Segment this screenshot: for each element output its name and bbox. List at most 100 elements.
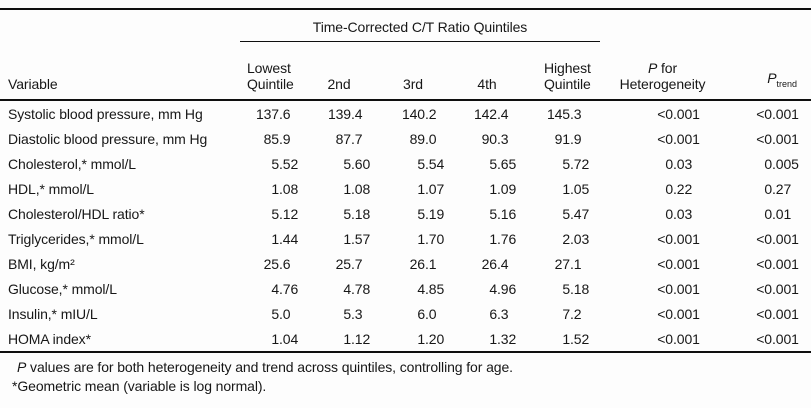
quintile-value-cell: 5.47 <box>562 205 590 222</box>
p-heterogeneity-cell: <0.001 <box>657 255 700 272</box>
col-header-3rd: 3rd <box>376 41 450 101</box>
quintile-value-cell: 139.4 <box>327 105 363 122</box>
p-trend-cell: 0.01 <box>764 205 792 222</box>
quintile-value-cell: 4.76 <box>271 280 299 297</box>
quintile-value-cell: 26.1 <box>409 255 437 272</box>
quintile-value-cell: 1.08 <box>343 180 371 197</box>
table-row: Insulin,* mIU/L 5.0 5.3 6.0 6.3 7.2 <0.001 <0.0… <box>0 301 811 326</box>
p-heterogeneity-cell: <0.001 <box>657 330 700 347</box>
quintile-value-cell: 5.16 <box>489 205 517 222</box>
p-heterogeneity-cell: 0.03 <box>665 155 693 172</box>
quintile-value-cell: 5.19 <box>417 205 445 222</box>
quintile-value-cell: 85.9 <box>263 130 291 147</box>
quintiles-table: Time-Corrected C/T Ratio Quintiles Varia… <box>0 8 811 353</box>
quintile-value-cell: 27.1 <box>554 255 582 272</box>
p-heterogeneity-label: for Heterogeneity <box>619 60 706 92</box>
row-variable-label: HDL,* mmol/L <box>8 180 94 197</box>
spanner-row: Time-Corrected C/T Ratio Quintiles <box>0 9 811 42</box>
quintile-value-cell: 137.6 <box>255 105 291 122</box>
quintile-value-cell: 145.3 <box>546 105 582 122</box>
quintile-value-cell: 87.7 <box>335 130 363 147</box>
table-row: HDL,* mmol/L 1.08 1.08 1.07 1.09 1.05 0.22 0.27 <box>0 176 811 201</box>
p-trend-cell: <0.001 <box>756 280 799 297</box>
col-header-highest-quintile: Highest Quintile <box>524 41 600 101</box>
quintile-value-cell: 1.12 <box>343 330 371 347</box>
col-header-4th: 4th <box>450 41 524 101</box>
table-figure: Time-Corrected C/T Ratio Quintiles Varia… <box>0 8 811 396</box>
col-header-variable: Variable <box>0 41 240 101</box>
p-trend-cell: <0.001 <box>756 330 799 347</box>
quintile-value-cell: 5.52 <box>271 155 299 172</box>
quintile-value-cell: 2.03 <box>562 230 590 247</box>
p-heterogeneity-cell: 0.03 <box>665 205 693 222</box>
quintile-value-cell: 7.2 <box>562 305 582 322</box>
quintile-value-cell: 25.7 <box>335 255 363 272</box>
quintile-value-cell: 91.9 <box>554 130 582 147</box>
table-row: Systolic blood pressure, mm Hg 137.6 139.4… <box>0 100 811 126</box>
footnote-italic-p: P <box>17 359 27 375</box>
quintile-value-cell: 5.54 <box>417 155 445 172</box>
quintile-value-cell: 5.65 <box>489 155 517 172</box>
p-heterogeneity-cell: <0.001 <box>657 230 700 247</box>
p-trend-cell: <0.001 <box>756 255 799 272</box>
col-header-p-heterogeneity: P for Heterogeneity <box>600 41 715 101</box>
quintile-value-cell: 140.2 <box>401 105 437 122</box>
p-heterogeneity-cell: <0.001 <box>657 305 700 322</box>
footnote-pvalues-text: values are for both heterogeneity and tr… <box>26 359 513 375</box>
p-trend-cell: 0.005 <box>764 155 799 172</box>
row-variable-label: HOMA index* <box>8 330 91 347</box>
spanner-title: Time-Corrected C/T Ratio Quintiles <box>240 9 600 42</box>
table-row: Triglycerides,* mmol/L 1.44 1.57 1.70 1.76 2.… <box>0 226 811 251</box>
table-row: Cholesterol/HDL ratio* 5.12 5.18 5.19 5.16 5.… <box>0 201 811 226</box>
table-row: HOMA index* 1.04 1.12 1.20 1.32 1.52 <0.001 <0.… <box>0 326 811 352</box>
quintile-value-cell: 1.04 <box>271 330 299 347</box>
quintile-value-cell: 5.12 <box>271 205 299 222</box>
row-variable-label: Triglycerides,* mmol/L <box>8 230 144 247</box>
row-variable-label: Cholesterol,* mmol/L <box>8 155 136 172</box>
row-variable-label: Insulin,* mIU/L <box>8 305 98 322</box>
quintile-value-cell: 1.05 <box>562 180 590 197</box>
quintile-value-cell: 5.3 <box>343 305 363 322</box>
quintile-value-cell: 5.18 <box>343 205 371 222</box>
quintile-value-cell: 1.08 <box>271 180 299 197</box>
table-row: Cholesterol,* mmol/L 5.52 5.60 5.54 5.65 5.72… <box>0 151 811 176</box>
quintile-value-cell: 6.0 <box>417 305 437 322</box>
spanner-spacer-right <box>600 9 811 42</box>
p-trend-cell: 0.27 <box>764 180 792 197</box>
quintile-value-cell: 1.57 <box>343 230 371 247</box>
row-variable-label: Cholesterol/HDL ratio* <box>8 205 145 222</box>
p-trend-italic-p: P <box>767 70 777 87</box>
quintile-value-cell: 1.70 <box>417 230 445 247</box>
quintile-value-cell: 4.96 <box>489 280 517 297</box>
footnote-pvalues: P values are for both heterogeneity and … <box>0 358 811 377</box>
table-row: BMI, kg/m² 25.6 25.7 26.1 26.4 27.1 <0.001 <0.0… <box>0 251 811 276</box>
p-heterogeneity-cell: 0.22 <box>665 180 693 197</box>
quintile-value-cell: 1.09 <box>489 180 517 197</box>
p-trend-cell: <0.001 <box>756 105 799 122</box>
quintile-value-cell: 5.72 <box>562 155 590 172</box>
column-header-row: Variable Lowest Quintile 2nd 3rd 4th Hig… <box>0 41 811 101</box>
quintile-value-cell: 1.20 <box>417 330 445 347</box>
col-header-lowest-quintile: Lowest Quintile <box>240 41 302 101</box>
quintile-value-cell: 1.32 <box>489 330 517 347</box>
row-variable-label: Diastolic blood pressure, mm Hg <box>8 130 208 147</box>
quintile-value-cell: 5.60 <box>343 155 371 172</box>
p-trend-cell: <0.001 <box>756 130 799 147</box>
quintile-value-cell: 26.4 <box>481 255 509 272</box>
table-row: Glucose,* mmol/L 4.76 4.78 4.85 4.96 5.18 <0.0… <box>0 276 811 301</box>
quintile-value-cell: 6.3 <box>489 305 509 322</box>
col-header-2nd: 2nd <box>302 41 376 101</box>
quintile-value-cell: 5.18 <box>562 280 590 297</box>
quintile-value-cell: 1.07 <box>417 180 445 197</box>
footnotes: P values are for both heterogeneity and … <box>0 358 811 396</box>
row-variable-label: Systolic blood pressure, mm Hg <box>8 105 203 122</box>
table-row: Diastolic blood pressure, mm Hg 85.9 87.7 8… <box>0 126 811 151</box>
quintile-value-cell: 1.52 <box>562 330 590 347</box>
p-trend-cell: <0.001 <box>756 305 799 322</box>
p-heterogeneity-cell: <0.001 <box>657 280 700 297</box>
quintile-value-cell: 90.3 <box>481 130 509 147</box>
quintile-value-cell: 4.85 <box>417 280 445 297</box>
quintile-value-cell: 89.0 <box>409 130 437 147</box>
footnote-geometric-mean: *Geometric mean (variable is log normal)… <box>12 378 267 394</box>
p-heterogeneity-italic-p: P <box>647 60 658 76</box>
